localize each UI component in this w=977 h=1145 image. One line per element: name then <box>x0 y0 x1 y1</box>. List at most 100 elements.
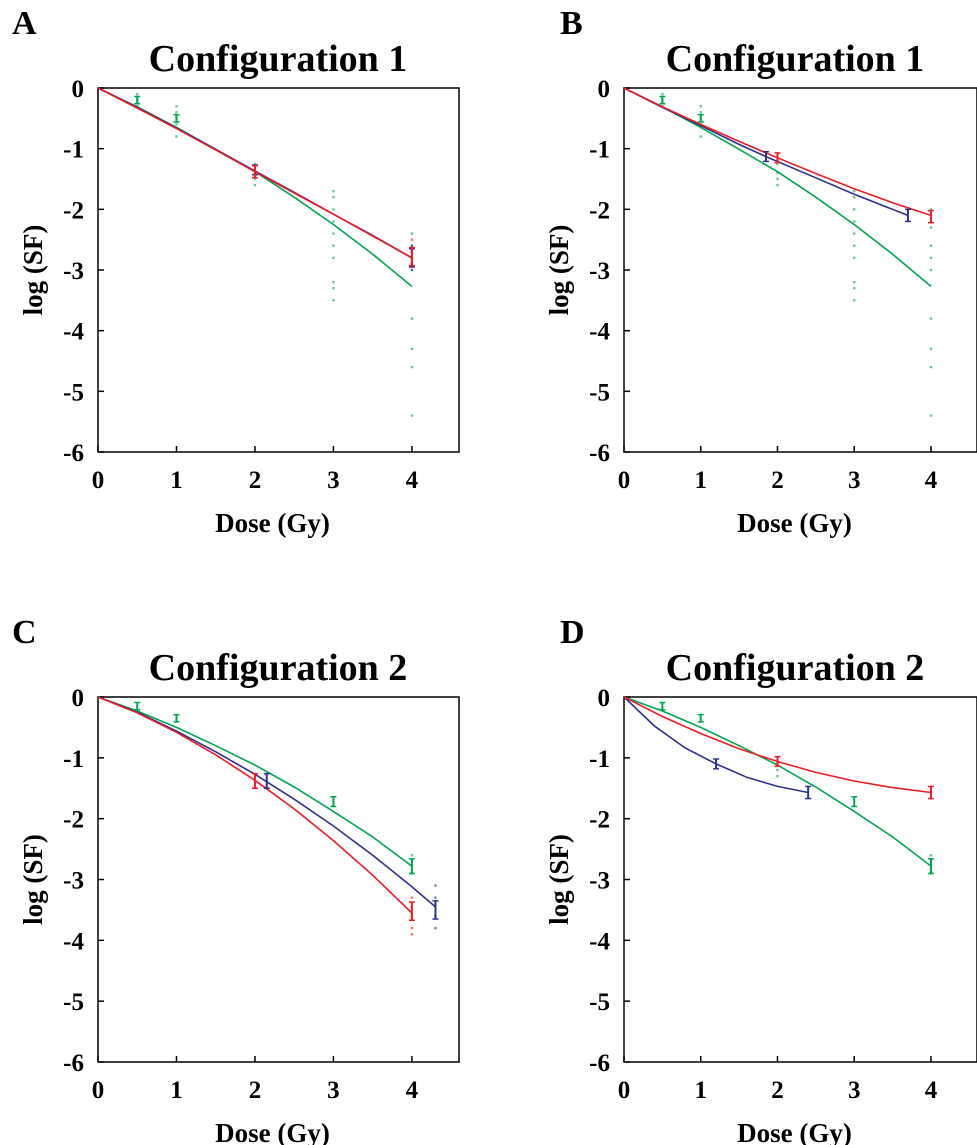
data-point <box>853 220 856 223</box>
x-tick-label: 1 <box>694 467 707 494</box>
x-tick-label: 3 <box>327 1077 340 1104</box>
error-bar <box>762 150 769 163</box>
y-tick-label: -4 <box>63 928 84 955</box>
x-axis-label: Dose (Gy) <box>737 508 852 538</box>
data-point <box>332 196 335 199</box>
x-tick-label: 1 <box>694 1077 707 1104</box>
series-line-green <box>97 87 413 288</box>
plot-frame <box>97 87 460 453</box>
data-point <box>410 317 414 320</box>
error-bar <box>713 758 720 770</box>
y-tick-label: -6 <box>63 440 84 467</box>
data-point <box>699 105 702 108</box>
chart-title: Configuration 1 <box>666 38 925 80</box>
data-point <box>332 256 335 260</box>
error-bar <box>408 901 415 922</box>
error-bar <box>134 95 141 105</box>
data-point <box>776 768 779 772</box>
y-tick-label: -1 <box>589 137 610 164</box>
data-point <box>410 244 414 247</box>
data-point <box>434 896 437 899</box>
x-tick-label: 2 <box>771 467 784 494</box>
error-bar <box>697 713 704 723</box>
x-axis-label: Dose (Gy) <box>215 508 330 538</box>
data-point <box>410 365 414 369</box>
chart-title: Configuration 1 <box>149 38 408 80</box>
error-bar <box>927 858 934 875</box>
data-point <box>410 268 414 272</box>
y-axis-label: log (SF) <box>18 225 48 316</box>
error-bar <box>330 796 337 808</box>
error-bar <box>432 900 439 920</box>
data-point <box>776 183 779 187</box>
data-point <box>332 220 335 223</box>
data-point <box>853 287 856 290</box>
data-point <box>699 135 702 138</box>
y-tick-label: -2 <box>63 807 84 834</box>
y-tick-label: -5 <box>63 379 84 406</box>
y-tick-label: -1 <box>63 137 84 164</box>
y-tick-label: -4 <box>589 928 610 955</box>
data-point <box>853 189 856 193</box>
panel-label: C <box>12 614 37 651</box>
x-axis-label: Dose (Gy) <box>737 1118 852 1145</box>
data-point <box>253 162 257 166</box>
y-tick-label: -6 <box>589 440 610 467</box>
y-tick-label: -2 <box>589 807 610 834</box>
data-point <box>175 123 178 126</box>
error-bar <box>774 755 781 768</box>
series-line-blue <box>97 696 437 908</box>
y-tick-label: -3 <box>589 258 610 285</box>
y-tick-label: -3 <box>589 868 610 895</box>
series-line-green <box>623 696 932 867</box>
error-bar <box>408 858 415 875</box>
data-point <box>929 365 933 369</box>
y-tick-label: -5 <box>589 989 610 1016</box>
series-line-red <box>97 696 413 914</box>
y-axis-label: log (SF) <box>18 834 48 925</box>
error-bar <box>173 713 180 723</box>
data-point <box>332 232 335 235</box>
data-point <box>253 183 257 187</box>
x-tick-label: 4 <box>406 1077 419 1104</box>
y-tick-label: 0 <box>72 685 85 712</box>
y-axis-label: log (SF) <box>544 225 574 316</box>
y-tick-label: -3 <box>63 258 84 285</box>
data-point <box>776 171 779 175</box>
data-point <box>410 238 414 241</box>
data-point <box>253 177 257 181</box>
error-bar <box>251 164 258 179</box>
y-tick-label: 0 <box>72 76 85 103</box>
y-tick-label: -5 <box>589 379 610 406</box>
error-bar <box>927 209 934 224</box>
data-point <box>410 347 414 351</box>
data-point <box>929 226 933 229</box>
x-tick-label: 0 <box>92 467 105 494</box>
data-point <box>929 256 933 260</box>
series-line-red <box>623 696 932 794</box>
data-point <box>699 111 702 114</box>
error-bar <box>134 701 141 711</box>
data-point <box>661 92 664 96</box>
y-tick-label: 0 <box>598 76 611 103</box>
data-point <box>175 105 178 108</box>
data-point <box>929 414 933 417</box>
data-point <box>929 244 933 247</box>
error-bar <box>805 785 812 800</box>
error-bar <box>659 701 666 711</box>
panel-label: A <box>12 5 37 42</box>
y-tick-label: -2 <box>589 197 610 224</box>
x-tick-label: 3 <box>848 1077 861 1104</box>
chart-title: Configuration 2 <box>149 647 408 689</box>
x-tick-label: 4 <box>925 467 938 494</box>
data-point <box>332 244 335 247</box>
data-point <box>332 189 335 193</box>
error-bar <box>173 113 180 123</box>
data-point <box>929 347 933 351</box>
data-point <box>853 256 856 260</box>
data-point <box>929 317 933 320</box>
x-tick-label: 1 <box>170 1077 183 1104</box>
error-bar <box>263 772 270 789</box>
x-tick-label: 2 <box>771 1077 784 1104</box>
